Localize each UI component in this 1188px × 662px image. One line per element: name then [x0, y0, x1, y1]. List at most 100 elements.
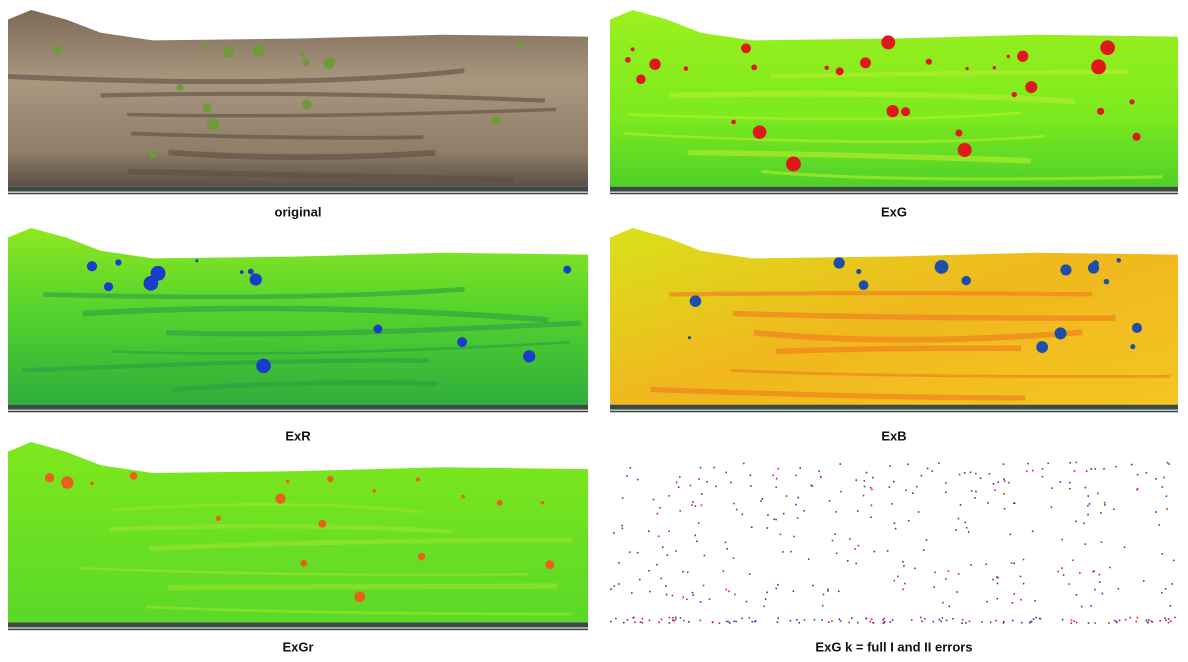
error-dot	[1143, 580, 1145, 582]
error-dot	[691, 504, 693, 506]
blob	[300, 560, 307, 567]
error-dot	[793, 536, 795, 538]
error-dot	[686, 598, 688, 600]
error-dot	[870, 487, 872, 489]
blob	[1130, 344, 1135, 349]
blob	[223, 46, 234, 57]
error-dot	[1155, 478, 1157, 480]
error-dot	[1146, 620, 1148, 622]
blob	[216, 516, 221, 521]
error-dot	[675, 619, 677, 621]
error-dot	[1042, 468, 1044, 470]
error-dot	[827, 590, 829, 592]
error-dot	[1035, 617, 1037, 619]
error-dot	[699, 620, 701, 622]
error-dot	[1039, 618, 1041, 620]
error-dot	[883, 618, 885, 620]
error-dot	[992, 579, 994, 581]
error-dot	[679, 510, 681, 512]
blob	[275, 493, 285, 503]
error-dot	[630, 467, 632, 469]
streak	[168, 586, 557, 588]
image-panel	[8, 10, 588, 194]
surface	[610, 10, 1178, 187]
blob	[45, 473, 54, 482]
error-dot	[872, 477, 874, 479]
error-dot	[1097, 493, 1099, 495]
error-dot	[993, 483, 995, 485]
error-dot	[725, 472, 727, 474]
blob	[144, 276, 159, 291]
error-dot	[735, 621, 737, 623]
blob	[786, 157, 801, 172]
error-dot	[698, 522, 700, 524]
error-dot	[1163, 477, 1165, 479]
error-dot	[882, 619, 884, 621]
error-dot	[948, 606, 950, 608]
blob	[248, 269, 254, 275]
surface	[8, 442, 588, 622]
error-dot	[1155, 511, 1157, 513]
error-dot	[765, 598, 767, 600]
error-dot	[777, 621, 779, 623]
error-dot	[884, 621, 886, 623]
error-dot	[926, 539, 928, 541]
blob	[901, 107, 910, 116]
error-dot	[1003, 621, 1005, 623]
error-dot	[775, 519, 777, 521]
error-dot	[626, 475, 628, 477]
error-dot	[725, 589, 727, 591]
rail	[610, 187, 1178, 195]
blob	[631, 47, 635, 51]
error-dot	[1013, 563, 1015, 565]
error-dot	[729, 622, 731, 624]
error-dot	[1168, 463, 1170, 465]
error-dot	[997, 598, 999, 600]
error-dot	[1003, 478, 1005, 480]
error-dot	[1125, 619, 1127, 621]
error-dot	[640, 621, 642, 623]
error-dot	[672, 595, 674, 597]
error-dot	[613, 585, 615, 587]
error-dot	[1009, 534, 1011, 536]
error-dot	[871, 489, 873, 491]
error-dot	[621, 525, 623, 527]
figure: original ExG ExR ExB ExGr ExG k = full I…	[0, 0, 1188, 657]
error-dot	[733, 621, 735, 623]
error-dot	[666, 594, 668, 596]
error-dot	[829, 500, 831, 502]
error-dot	[1101, 541, 1103, 543]
error-dot	[634, 621, 636, 623]
error-dot	[828, 621, 830, 623]
error-dot	[1076, 622, 1078, 624]
error-dot	[1170, 620, 1172, 622]
error-dot	[692, 592, 694, 594]
error-dot	[1033, 618, 1035, 620]
error-dot	[786, 495, 788, 497]
rail-line	[610, 191, 1178, 193]
blob	[856, 269, 861, 274]
error-dot	[1027, 463, 1029, 465]
error-dot	[610, 588, 612, 590]
error-dot	[1051, 506, 1053, 508]
error-dot	[848, 622, 850, 624]
error-dot	[916, 486, 918, 488]
error-dot	[981, 621, 983, 623]
error-dot	[682, 597, 684, 599]
error-dot	[1012, 620, 1014, 622]
error-dot	[918, 511, 920, 513]
error-dot	[669, 622, 671, 624]
error-dot	[751, 526, 753, 528]
error-dot	[942, 617, 944, 619]
error-dot	[726, 621, 728, 623]
error-dot	[966, 527, 968, 529]
error-dot	[939, 619, 941, 621]
blob	[1007, 55, 1010, 58]
error-dot	[728, 591, 730, 593]
error-dot	[1011, 562, 1013, 564]
error-dot	[997, 481, 999, 483]
error-dot	[1032, 531, 1034, 533]
error-dot	[855, 479, 857, 481]
blob	[1012, 92, 1017, 97]
error-dot	[975, 491, 977, 493]
